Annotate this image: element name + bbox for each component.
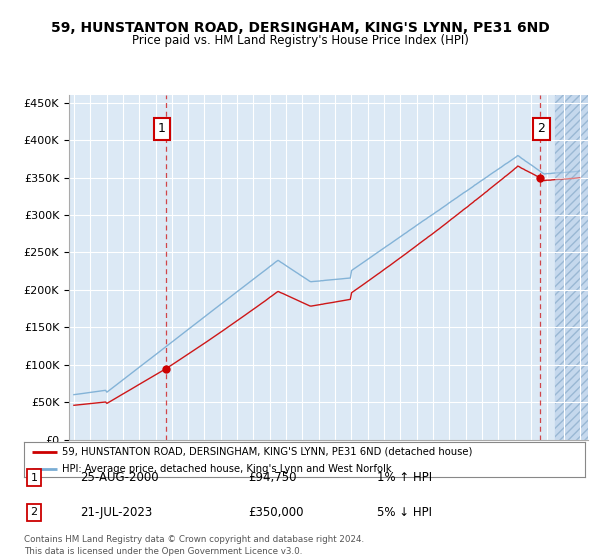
- Bar: [556, 95, 600, 440]
- Text: This data is licensed under the Open Government Licence v3.0.: This data is licensed under the Open Gov…: [24, 547, 302, 556]
- Text: £94,750: £94,750: [248, 471, 297, 484]
- Bar: [556, 95, 600, 440]
- Text: 59, HUNSTANTON ROAD, DERSINGHAM, KING'S LYNN, PE31 6ND (detached house): 59, HUNSTANTON ROAD, DERSINGHAM, KING'S …: [62, 447, 473, 457]
- Text: Contains HM Land Registry data © Crown copyright and database right 2024.: Contains HM Land Registry data © Crown c…: [24, 535, 364, 544]
- Text: 25-AUG-2000: 25-AUG-2000: [80, 471, 159, 484]
- Text: 1: 1: [31, 473, 38, 483]
- Text: 59, HUNSTANTON ROAD, DERSINGHAM, KING'S LYNN, PE31 6ND: 59, HUNSTANTON ROAD, DERSINGHAM, KING'S …: [50, 21, 550, 35]
- Text: Price paid vs. HM Land Registry's House Price Index (HPI): Price paid vs. HM Land Registry's House …: [131, 34, 469, 46]
- Text: 1: 1: [158, 123, 166, 136]
- Text: 2: 2: [538, 123, 545, 136]
- Text: 2: 2: [31, 507, 38, 517]
- Text: 21-JUL-2023: 21-JUL-2023: [80, 506, 152, 519]
- Text: HPI: Average price, detached house, King's Lynn and West Norfolk: HPI: Average price, detached house, King…: [62, 464, 392, 474]
- Text: 1% ↑ HPI: 1% ↑ HPI: [377, 471, 433, 484]
- Text: £350,000: £350,000: [248, 506, 304, 519]
- Text: 5% ↓ HPI: 5% ↓ HPI: [377, 506, 433, 519]
